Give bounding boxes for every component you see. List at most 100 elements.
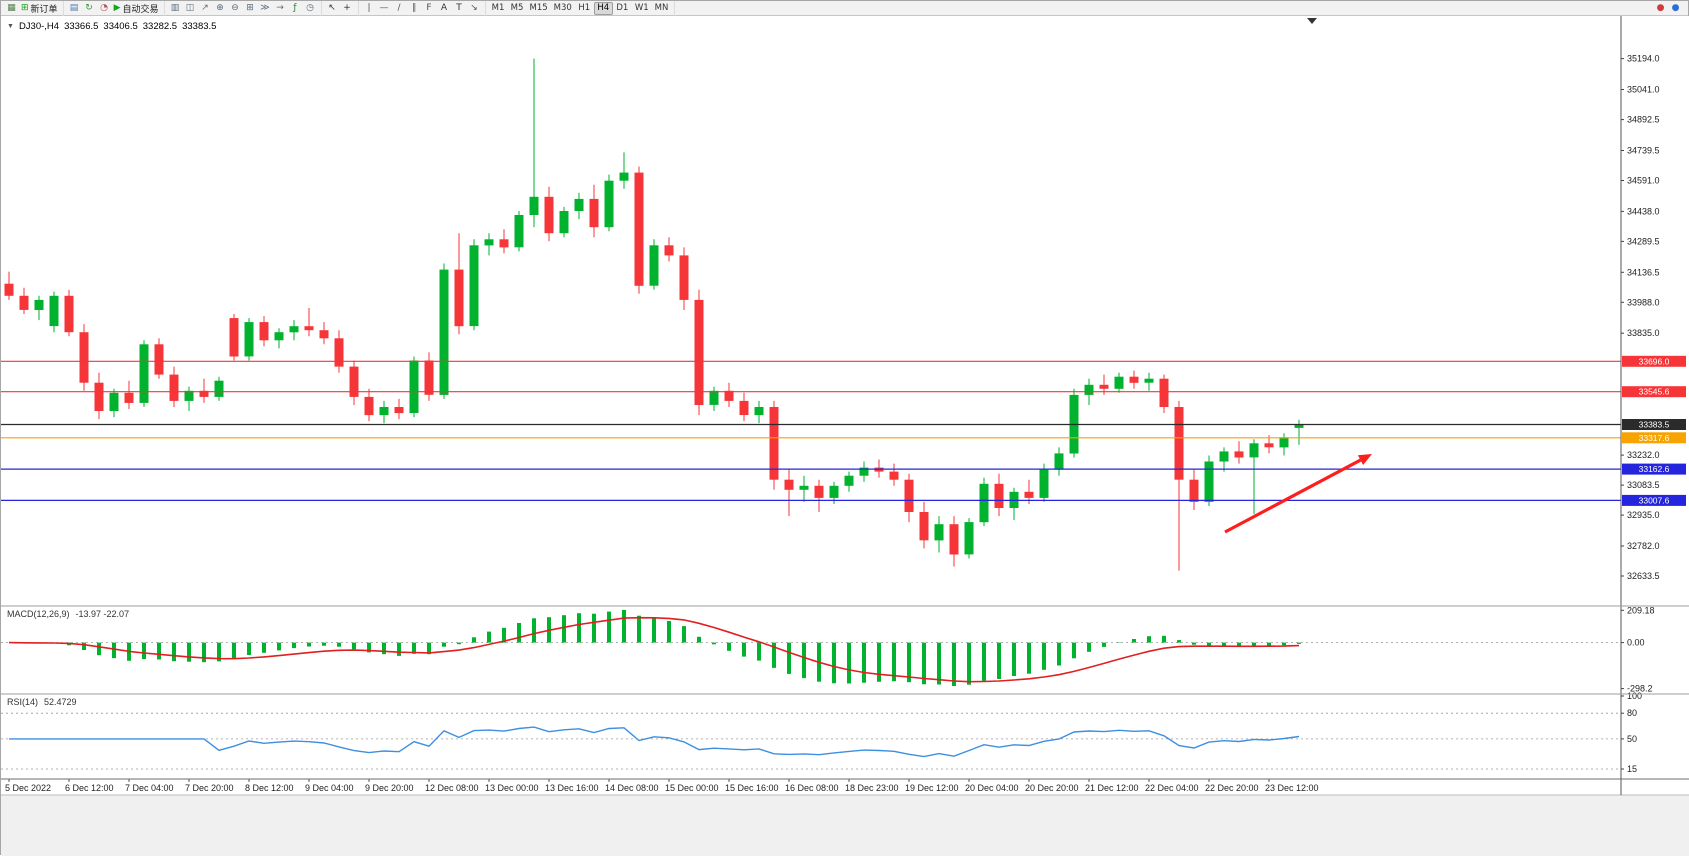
new-chart-icon[interactable]: ▦ — [7, 2, 16, 13]
right-icons-group: ● ● — [1650, 1, 1688, 16]
trendline-icon[interactable]: / — [397, 2, 401, 13]
time-label: 9 Dec 20:00 — [365, 783, 414, 793]
tile-windows-icon[interactable]: ⊞ — [246, 2, 254, 13]
macd-axis-label: -298.2 — [1627, 684, 1653, 694]
time-label: 21 Dec 12:00 — [1085, 783, 1139, 793]
price-badge — [1622, 386, 1686, 398]
clock-icon[interactable]: ◷ — [306, 2, 314, 13]
support-icon[interactable]: ◔ — [100, 2, 108, 13]
price-tick-label: 32782.0 — [1627, 541, 1660, 551]
timeframe-w1-button[interactable]: W1 — [634, 3, 649, 13]
rsi-level-label: 100 — [1627, 691, 1642, 701]
price-badge — [1622, 419, 1686, 430]
crosshair-icon[interactable]: + — [343, 2, 351, 13]
price-tick-label: 33835.0 — [1627, 328, 1660, 338]
time-label: 23 Dec 12:00 — [1265, 783, 1319, 793]
price-tick-label: 34892.5 — [1627, 115, 1660, 125]
macd-name: MACD(12,26,9) — [7, 609, 70, 619]
chart-shift-marker[interactable] — [1307, 18, 1317, 24]
ohlc-close: 33383.5 — [182, 21, 217, 32]
rsi-name: RSI(14) — [7, 697, 39, 707]
time-label: 12 Dec 08:00 — [425, 783, 479, 793]
timeframe-h4-button[interactable]: H4 — [593, 1, 613, 15]
macd-indicator-label: MACD(12,26,9) -13.97 -22.07 — [7, 609, 129, 619]
one-click-trading-toggle[interactable]: ▼ — [7, 23, 14, 30]
new-order-button[interactable]: ⊞ 新订单 — [21, 2, 58, 15]
timeframe-d1-button[interactable]: D1 — [616, 3, 629, 13]
candles — [4, 58, 1304, 571]
chart-controls-group: ▥ ◫ ↗ ⊕ ⊖ ⊞ ≫ → ƒ ◷ — [165, 0, 322, 16]
timeframe-m30-button[interactable]: M30 — [553, 3, 572, 13]
rsi-level-label: 50 — [1627, 734, 1637, 744]
time-label: 9 Dec 04:00 — [305, 783, 354, 793]
arrows-icon[interactable]: ↘ — [470, 2, 478, 13]
price-tick-label: 33988.0 — [1627, 297, 1660, 307]
svg-text:33007.6: 33007.6 — [1639, 495, 1670, 505]
horizontal-line-objects[interactable] — [1, 360, 1621, 501]
time-label: 13 Dec 16:00 — [545, 783, 599, 793]
time-axis[interactable] — [1, 779, 1621, 795]
time-label: 22 Dec 20:00 — [1205, 783, 1259, 793]
time-label: 19 Dec 12:00 — [905, 783, 959, 793]
chart-header: ▼ DJ30-,H4 33366.5 33406.5 33282.5 33383… — [7, 21, 216, 32]
macd-values: -13.97 -22.07 — [75, 609, 130, 619]
auto-scroll-icon[interactable]: ≫ — [260, 2, 270, 13]
window-bottom-area — [1, 795, 1689, 856]
time-label: 5 Dec 2022 — [5, 783, 51, 793]
time-axis-labels: 5 Dec 2022 6 Dec 12:00 7 Dec 04:00 7 Dec 20… — [5, 779, 1319, 793]
svg-text:33545.6: 33545.6 — [1639, 387, 1670, 397]
price-tick-label: 33232.0 — [1627, 450, 1660, 460]
time-label: 22 Dec 04:00 — [1145, 783, 1199, 793]
time-label: 18 Dec 23:00 — [845, 783, 899, 793]
timeframe-m1-button[interactable]: M1 — [491, 3, 505, 13]
price-tick-label: 34136.5 — [1627, 267, 1660, 277]
notifications-icon[interactable]: ● — [1656, 2, 1665, 13]
charts-icon[interactable]: ▤ — [69, 2, 79, 13]
text-icon[interactable]: A — [440, 2, 448, 13]
zoom-in-icon[interactable]: ⊕ — [216, 2, 224, 13]
price-tick-label: 35041.0 — [1627, 85, 1660, 95]
time-label: 16 Dec 08:00 — [785, 783, 839, 793]
timeframe-m5-button[interactable]: M5 — [510, 3, 524, 13]
trend-arrow-annotation[interactable] — [1224, 454, 1372, 534]
zoom-out-icon[interactable]: ⊖ — [231, 2, 239, 13]
price-badge — [1622, 432, 1686, 444]
time-label: 20 Dec 04:00 — [965, 783, 1019, 793]
indicators-icon[interactable]: ƒ — [293, 2, 297, 13]
price-badge — [1622, 494, 1686, 506]
price-tick-label: 33083.5 — [1627, 480, 1660, 490]
refresh-icon[interactable]: ↻ — [85, 2, 93, 13]
chart-background — [1, 16, 1689, 856]
rsi-indicator-label: RSI(14) 52.4729 — [7, 697, 77, 707]
label-icon[interactable]: T — [456, 2, 462, 13]
price-tick-label: 35194.0 — [1627, 54, 1660, 64]
svg-text:33383.5: 33383.5 — [1639, 420, 1670, 430]
channel-icon[interactable]: ∥ — [411, 2, 417, 13]
community-icon[interactable]: ● — [1671, 2, 1680, 13]
vertical-line-icon[interactable]: | — [367, 2, 371, 13]
timeframe-mn-button[interactable]: MN — [654, 3, 669, 13]
cursor-icon[interactable]: ↖ — [328, 2, 336, 13]
price-tick-label: 34591.0 — [1627, 176, 1660, 186]
svg-text:33162.6: 33162.6 — [1639, 464, 1670, 474]
price-axis[interactable] — [1621, 16, 1689, 795]
price-badges: 33696.0 33545.6 33383.5 33317.6 33162.6 33007… — [1622, 355, 1686, 506]
cursor-group: ↖ + — [322, 0, 359, 16]
horizontal-line-icon[interactable]: — — [379, 2, 389, 13]
toolbar: ▦ ⊞ 新订单 ▤ ↻ ◔ ▶ 自动交易 ▥ ◫ ↗ ⊕ ⊖ ⊞ ≫ → ƒ ◷ ↖ + | — / ∥ F A T ↘ M1 M5 M15… — [1, 0, 1688, 16]
auto-trading-button[interactable]: ▶ 自动交易 — [113, 2, 159, 15]
trading-group: ▤ ↻ ◔ ▶ 自动交易 — [64, 0, 165, 16]
fibonacci-icon[interactable]: F — [426, 2, 432, 13]
timeframe-m15-button[interactable]: M15 — [529, 3, 548, 13]
timeframe-h1-button[interactable]: H1 — [578, 3, 591, 13]
price-badge — [1622, 463, 1686, 475]
line-chart-icon[interactable]: ↗ — [201, 2, 209, 13]
file-group: ▦ ⊞ 新订单 — [1, 0, 64, 16]
bar-chart-icon[interactable]: ▥ — [170, 2, 180, 13]
svg-text:33696.0: 33696.0 — [1639, 356, 1670, 366]
chart-shift-icon[interactable]: → — [276, 2, 284, 13]
candlestick-icon[interactable]: ◫ — [185, 2, 195, 13]
macd-signal-line — [8, 616, 1300, 683]
macd-panel: 209.18 0.00 -298.2 — [1, 605, 1655, 694]
